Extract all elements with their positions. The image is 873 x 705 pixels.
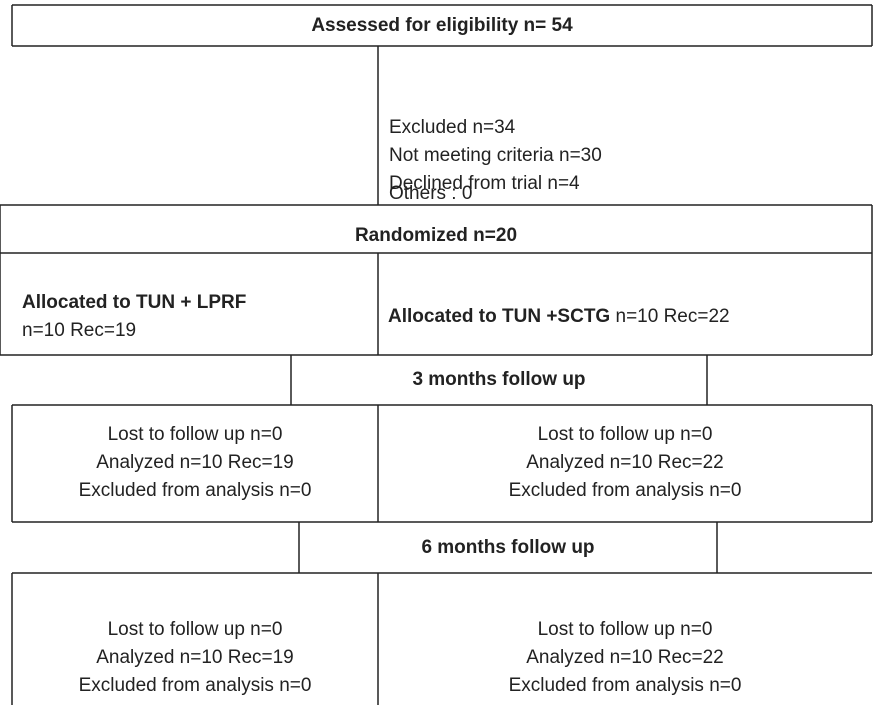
line: Lost to follow up n=0: [537, 619, 713, 640]
followup3-left: Lost to follow up n=0 Analyzed n=10 Rec=…: [12, 421, 378, 505]
excluded-line: Excluded n=34: [389, 117, 516, 138]
excluded-line: Not meeting criteria n=30: [389, 145, 602, 166]
line: Lost to follow up n=0: [537, 424, 713, 445]
allocation-left-bold: Allocated to TUN + LPRF: [22, 292, 247, 313]
allocation-right: Allocated to TUN +SCTG n=10 Rec=22: [388, 303, 730, 331]
allocation-right-detail: n=10 Rec=22: [610, 306, 730, 327]
followup6-left: Lost to follow up n=0 Analyzed n=10 Rec=…: [12, 616, 378, 700]
followup6-title: 6 months follow up: [421, 537, 595, 558]
allocation-left: Allocated to TUN + LPRF n=10 Rec=19: [22, 289, 246, 345]
eligibility-title: Assessed for eligibility n= 54: [311, 15, 573, 36]
line: Analyzed n=10 Rec=22: [526, 452, 724, 473]
allocation-left-detail: n=10 Rec=19: [22, 320, 137, 341]
line: Excluded from analysis n=0: [508, 675, 742, 696]
line: Excluded from analysis n=0: [78, 675, 312, 696]
randomized-title: Randomized n=20: [354, 225, 518, 246]
followup6-right: Lost to follow up n=0 Analyzed n=10 Rec=…: [378, 616, 872, 700]
line: Excluded from analysis n=0: [508, 480, 742, 501]
line: Lost to follow up n=0: [107, 619, 283, 640]
line: Analyzed n=10 Rec=22: [526, 647, 724, 668]
line: Analyzed n=10 Rec=19: [96, 452, 294, 473]
line: Analyzed n=10 Rec=19: [96, 647, 294, 668]
excluded-line: Others : 0: [389, 183, 473, 204]
followup3-title: 3 months follow up: [412, 369, 586, 390]
allocation-right-bold: Allocated to TUN +SCTG: [388, 306, 611, 327]
line: Lost to follow up n=0: [107, 424, 283, 445]
followup3-right: Lost to follow up n=0 Analyzed n=10 Rec=…: [378, 421, 872, 505]
line: Excluded from analysis n=0: [78, 480, 312, 501]
excluded-line: Declined from trial n=4: [389, 173, 580, 194]
